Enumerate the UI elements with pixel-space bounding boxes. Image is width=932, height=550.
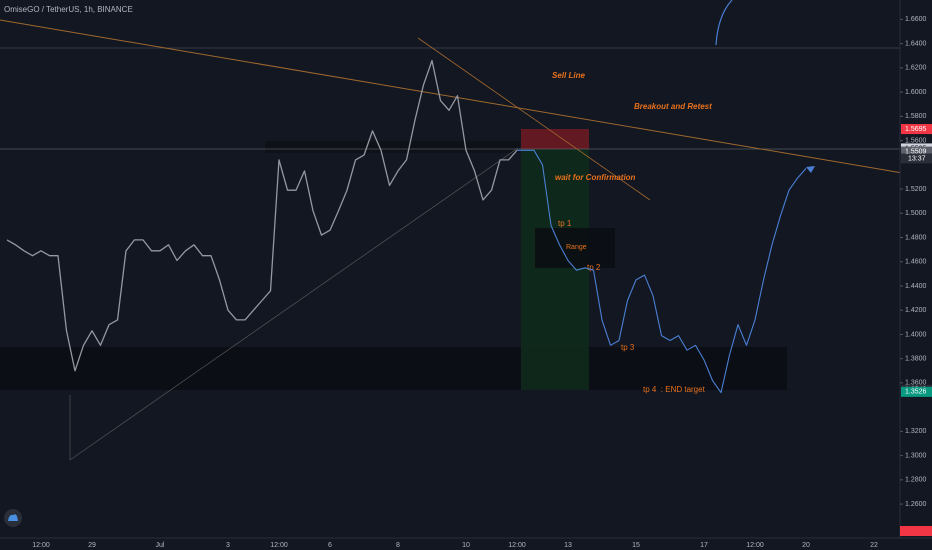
price-tag-label: 1.3526 (905, 389, 927, 396)
price-tag-label: 1.5509 (905, 148, 927, 155)
x-tick-label: Jul (156, 542, 165, 549)
annotation: wait for Confirmation (555, 173, 636, 182)
y-tick-label: 1.2600 (905, 501, 927, 508)
demand-zone (0, 347, 787, 390)
annotation: Breakout and Retest (634, 102, 712, 111)
x-tick-label: 6 (328, 542, 332, 549)
y-tick-label: 1.3600 (905, 380, 927, 387)
range-box (535, 228, 615, 268)
x-tick-label: 10 (462, 542, 470, 549)
y-tick-label: 1.5600 (905, 137, 927, 144)
y-tick-label: 1.4800 (905, 234, 927, 241)
y-tick-label: 1.3800 (905, 356, 927, 363)
price-tag-label: 1.5695 (905, 126, 927, 133)
bottom-tag (900, 526, 932, 536)
y-tick-label: 1.3000 (905, 452, 927, 459)
x-tick-label: 20 (802, 542, 810, 549)
x-tick-label: 13 (564, 542, 572, 549)
y-tick-label: 1.6000 (905, 89, 927, 96)
x-tick-label: 22 (870, 542, 878, 549)
countdown-tag (901, 153, 932, 164)
y-tick-label: 1.6200 (905, 65, 927, 72)
y-tick-label: 1.4000 (905, 331, 927, 338)
annotation: Range (566, 244, 587, 251)
x-tick-label: 12:00 (32, 542, 50, 549)
annotation: tp 4 : END target (643, 385, 706, 394)
price-line (6, 59, 518, 372)
y-tick-label: 1.4600 (905, 259, 927, 266)
resistance-zone (265, 141, 520, 153)
y-tick-label: 1.6600 (905, 16, 927, 23)
y-tick-label: 1.5800 (905, 113, 927, 120)
countdown: 13:37 (908, 155, 926, 162)
annotation: Sell Line (552, 71, 585, 80)
stop-zone (521, 129, 589, 149)
projection-line (517, 149, 807, 394)
x-tick-label: 12:00 (746, 542, 764, 549)
x-tick-label: 17 (700, 542, 708, 549)
annotation: tp 1 (558, 219, 572, 228)
x-tick-label: 29 (88, 542, 96, 549)
y-tick-label: 1.3200 (905, 428, 927, 435)
x-tick-label: 8 (396, 542, 400, 549)
x-tick-label: 3 (226, 542, 230, 549)
x-tick-label: 12:00 (270, 542, 288, 549)
x-tick-label: 12:00 (508, 542, 526, 549)
y-tick-label: 1.5200 (905, 186, 927, 193)
x-tick-label: 15 (632, 542, 640, 549)
trend-line (417, 37, 651, 201)
arc (715, 0, 733, 46)
chart-title: OmiseGO / TetherUS, 1h, BINANCE (4, 5, 133, 14)
y-tick-label: 1.4200 (905, 307, 927, 314)
price-axis (900, 0, 932, 550)
price-tag (901, 386, 932, 397)
y-tick-label: 1.6400 (905, 40, 927, 47)
price-tag (901, 124, 932, 135)
y-tick-label: 1.5000 (905, 210, 927, 217)
y-tick-label: 1.4400 (905, 283, 927, 290)
sell-line (0, 19, 932, 179)
annotation: tp 2 (587, 263, 601, 272)
support-line (69, 147, 519, 461)
arrowhead (806, 166, 815, 173)
price-tag (901, 146, 932, 157)
y-tick-label: 1.2800 (905, 477, 927, 484)
annotation: tp 3 (621, 343, 635, 352)
logo-mark (8, 514, 18, 521)
